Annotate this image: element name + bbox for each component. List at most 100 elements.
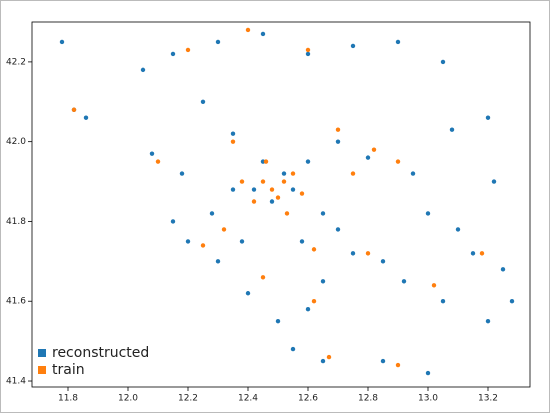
- point: [305, 47, 311, 53]
- point: [305, 51, 311, 57]
- point: [239, 239, 245, 244]
- point: [290, 171, 296, 176]
- x-tick-label: 12.0: [118, 394, 138, 404]
- x-tick-label: 12.8: [358, 394, 378, 404]
- point: [263, 159, 269, 164]
- point: [290, 187, 296, 192]
- point: [230, 131, 236, 136]
- point: [83, 115, 89, 120]
- point: [401, 279, 407, 284]
- point: [239, 179, 245, 184]
- point: [311, 247, 317, 252]
- point: [485, 318, 491, 324]
- point: [485, 115, 491, 120]
- point: [410, 171, 416, 176]
- point: [350, 43, 356, 49]
- x-tick-label: 12.2: [178, 394, 198, 404]
- point: [179, 171, 185, 176]
- point: [185, 239, 191, 244]
- y-tick-label: 42.2: [6, 57, 26, 67]
- point: [509, 299, 515, 304]
- point: [281, 171, 287, 176]
- point: [290, 346, 296, 352]
- point: [395, 362, 401, 368]
- point: [155, 159, 161, 164]
- point: [326, 354, 332, 360]
- point: [251, 199, 257, 204]
- point: [221, 227, 227, 232]
- point: [71, 107, 77, 112]
- point: [455, 227, 461, 232]
- point: [59, 39, 65, 45]
- point: [149, 151, 155, 156]
- point: [305, 307, 311, 312]
- point: [200, 99, 206, 104]
- point: [251, 187, 257, 192]
- point: [470, 251, 476, 256]
- legend-label: train: [52, 362, 85, 378]
- point: [380, 358, 386, 364]
- plot-area: [31, 21, 531, 388]
- point: [365, 251, 371, 256]
- point: [440, 299, 446, 304]
- point: [215, 259, 221, 264]
- x-tick-label: 11.8: [58, 394, 78, 404]
- point: [281, 179, 287, 184]
- x-tick-label: 13.2: [478, 394, 498, 404]
- point: [320, 279, 326, 284]
- point: [299, 191, 305, 196]
- y-tick-label: 41.6: [6, 297, 26, 307]
- point: [260, 31, 266, 37]
- point: [269, 199, 275, 204]
- point: [215, 39, 221, 45]
- point: [185, 47, 191, 53]
- point: [425, 370, 431, 376]
- point: [335, 227, 341, 232]
- point: [380, 259, 386, 264]
- point: [491, 179, 497, 184]
- point: [170, 51, 176, 57]
- x-tick-label: 13.0: [418, 394, 438, 404]
- point: [209, 211, 215, 216]
- point: [500, 267, 506, 272]
- point: [479, 251, 485, 256]
- point: [371, 147, 377, 152]
- point: [245, 27, 251, 33]
- point: [311, 299, 317, 304]
- y-tick-label: 41.4: [6, 377, 26, 387]
- point: [350, 251, 356, 256]
- point: [230, 187, 236, 192]
- point: [170, 219, 176, 224]
- legend-swatch: [38, 349, 46, 357]
- point: [275, 195, 281, 200]
- point: [365, 155, 371, 160]
- y-tick-label: 42.0: [6, 137, 26, 147]
- point: [305, 159, 311, 164]
- point: [335, 139, 341, 144]
- point: [335, 127, 341, 132]
- point: [269, 187, 275, 192]
- point: [431, 283, 437, 288]
- y-tick-label: 41.8: [6, 217, 26, 227]
- point: [350, 171, 356, 176]
- point: [425, 211, 431, 216]
- point: [449, 127, 455, 132]
- point: [245, 291, 251, 296]
- point: [275, 318, 281, 324]
- point: [320, 358, 326, 364]
- point: [395, 39, 401, 45]
- point: [200, 243, 206, 248]
- point: [299, 239, 305, 244]
- point: [230, 139, 236, 144]
- legend-swatch: [38, 366, 46, 374]
- legend-label: reconstructed: [52, 345, 149, 361]
- point: [140, 67, 146, 73]
- x-tick-label: 12.6: [298, 394, 318, 404]
- point: [260, 275, 266, 280]
- point: [395, 159, 401, 164]
- point: [260, 179, 266, 184]
- x-tick-label: 12.4: [238, 394, 258, 404]
- point: [284, 211, 290, 216]
